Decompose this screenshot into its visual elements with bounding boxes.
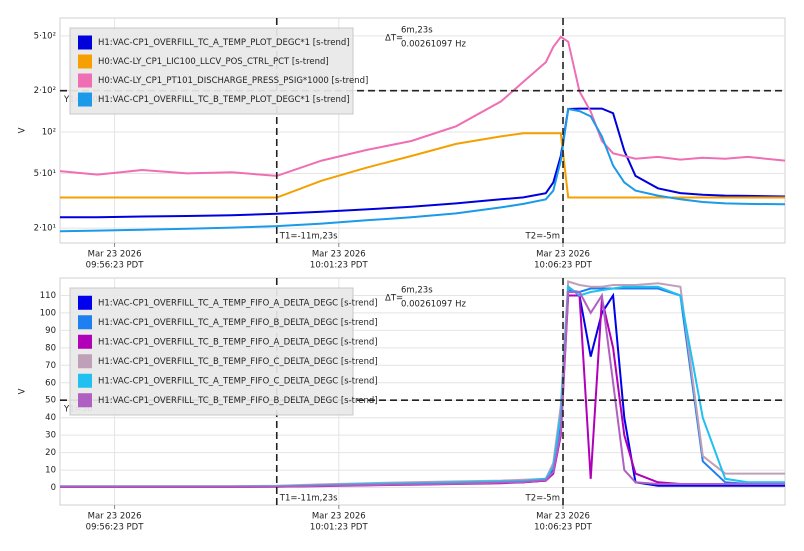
- legend-swatch: [78, 295, 92, 310]
- legend-swatch: [78, 354, 92, 369]
- series-line: [60, 107, 785, 233]
- y-tick-label: 0: [51, 483, 56, 493]
- y-axis-label: V: [18, 127, 28, 133]
- legend-label: H0:VAC-LY_CP1_LIC100_LLCV_POS_CTRL_PCT […: [98, 57, 329, 67]
- x-tick-label: Mar 23 2026: [312, 250, 366, 260]
- x-tick-label: 09:56:23 PDT: [86, 523, 145, 533]
- delta-label: ΔT=: [385, 34, 403, 44]
- legend-swatch: [78, 73, 92, 88]
- x-cursor-label: T2=-5m: [525, 232, 560, 242]
- y-tick-label: 5·10¹: [34, 169, 56, 179]
- x-tick-label: 10:06:23 PDT: [534, 261, 593, 271]
- x-tick-label: 10:01:23 PDT: [310, 261, 369, 271]
- y-tick-label: 110: [40, 291, 56, 301]
- y-tick-label: 90: [45, 326, 56, 336]
- y-tick-label: 2·10²: [34, 86, 56, 96]
- legend-label: H1:VAC-CP1_OVERFILL_TC_A_TEMP_FIFO_A_DEL…: [98, 298, 378, 308]
- y-tick-label: 10²: [42, 128, 56, 138]
- legend-label: H1:VAC-CP1_OVERFILL_TC_A_TEMP_FIFO_B_DEL…: [98, 318, 378, 328]
- x-tick-label: Mar 23 2026: [88, 250, 142, 260]
- y-tick-label: 50: [45, 396, 56, 406]
- legend-label: H1:VAC-CP1_OVERFILL_TC_B_TEMP_FIFO_A_DEL…: [98, 337, 378, 347]
- x-tick-label: Mar 23 2026: [536, 250, 590, 260]
- y-tick-label: 40: [45, 413, 56, 423]
- delta-value: 0.00261097 Hz: [401, 40, 466, 50]
- legend-swatch: [78, 334, 92, 349]
- y-tick-label: 2·10¹: [34, 224, 56, 234]
- y-axis-label: V: [18, 388, 28, 394]
- legend-label: H1:VAC-CP1_OVERFILL_TC_B_TEMP_FIFO_C_DEL…: [98, 357, 378, 367]
- legend-box: [69, 287, 354, 416]
- series-line: [60, 291, 785, 488]
- legend-swatch: [78, 315, 92, 330]
- x-tick-label: 09:56:23 PDT: [86, 261, 145, 271]
- delta-value: 0.00261097 Hz: [401, 300, 466, 310]
- y-tick-label: 70: [45, 361, 56, 371]
- y-tick-label: 5·10²: [34, 31, 56, 41]
- series-group: [60, 35, 785, 233]
- y-tick-label: 20: [45, 448, 56, 458]
- legend-swatch: [78, 35, 92, 50]
- delta-value: 6m,23s: [401, 286, 433, 296]
- y-tick-label: 100: [40, 308, 56, 318]
- legend-label: H0:VAC-LY_CP1_PT101_DISCHARGE_PRESS_PSIG…: [98, 76, 368, 86]
- series-line: [60, 35, 785, 177]
- legend-swatch: [78, 373, 92, 388]
- legend-swatch: [78, 92, 92, 107]
- legend-label: H1:VAC-CP1_OVERFILL_TC_A_TEMP_FIFO_C_DEL…: [98, 376, 378, 386]
- legend-label: H1:VAC-CP1_OVERFILL_TC_B_TEMP_PLOT_DEGC*…: [98, 95, 350, 105]
- delta-value: 6m,23s: [401, 26, 433, 36]
- y-tick-label: 10: [45, 466, 56, 476]
- x-tick-label: Mar 23 2026: [88, 512, 142, 522]
- legend-label: H1:VAC-CP1_OVERFILL_TC_B_TEMP_FIFO_B_DEL…: [98, 396, 378, 406]
- x-cursor-label: T1=-11m,23s: [279, 494, 338, 504]
- y-tick-label: 30: [45, 431, 56, 441]
- x-cursor-label: T1=-11m,23s: [279, 232, 338, 242]
- x-tick-label: 10:06:23 PDT: [534, 523, 593, 533]
- y-tick-label: 80: [45, 343, 56, 353]
- x-tick-label: 10:01:23 PDT: [310, 523, 369, 533]
- series-group: [60, 280, 785, 488]
- y-tick-label: 60: [45, 378, 56, 388]
- delta-label: ΔT=: [385, 294, 403, 304]
- x-tick-label: Mar 23 2026: [536, 512, 590, 522]
- series-line: [60, 107, 785, 219]
- legend-swatch: [78, 393, 92, 408]
- x-cursor-label: T2=-5m: [525, 494, 560, 504]
- legend-box: [69, 27, 354, 115]
- legend-label: H1:VAC-CP1_OVERFILL_TC_A_TEMP_PLOT_DEGC*…: [98, 38, 350, 48]
- x-tick-label: Mar 23 2026: [312, 512, 366, 522]
- legend-swatch: [78, 54, 92, 69]
